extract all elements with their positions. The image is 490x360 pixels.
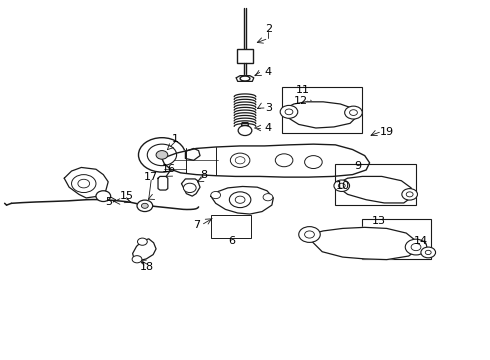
Polygon shape: [185, 148, 200, 160]
Text: 4: 4: [265, 67, 272, 77]
Text: 14: 14: [414, 236, 428, 246]
Bar: [335, 164, 416, 205]
Circle shape: [344, 106, 362, 119]
Text: 11: 11: [295, 85, 310, 95]
Circle shape: [183, 183, 196, 193]
Text: 10: 10: [336, 181, 350, 192]
Text: 17: 17: [144, 172, 158, 182]
Circle shape: [338, 183, 345, 188]
Circle shape: [405, 239, 427, 255]
Circle shape: [334, 180, 349, 192]
Bar: [362, 220, 431, 259]
Polygon shape: [339, 176, 413, 203]
Circle shape: [138, 238, 147, 245]
Bar: [282, 87, 362, 134]
Circle shape: [411, 243, 421, 251]
Text: 2: 2: [265, 24, 272, 35]
Text: 9: 9: [354, 161, 361, 171]
Circle shape: [78, 179, 90, 188]
Polygon shape: [133, 239, 156, 261]
Circle shape: [229, 192, 251, 208]
Polygon shape: [64, 167, 108, 198]
Circle shape: [96, 191, 111, 202]
Text: 5: 5: [105, 197, 112, 207]
Polygon shape: [306, 227, 418, 260]
Polygon shape: [286, 102, 357, 128]
Text: 18: 18: [140, 262, 154, 272]
Text: 3: 3: [265, 103, 272, 113]
Ellipse shape: [240, 76, 250, 81]
Circle shape: [280, 105, 298, 118]
Circle shape: [305, 156, 322, 168]
Text: 19: 19: [380, 127, 394, 136]
Circle shape: [299, 226, 320, 242]
Circle shape: [305, 231, 315, 238]
Circle shape: [230, 153, 250, 167]
Text: 4: 4: [265, 123, 272, 133]
Polygon shape: [158, 176, 168, 190]
Circle shape: [211, 192, 220, 199]
Polygon shape: [236, 76, 254, 81]
Text: 12: 12: [294, 96, 308, 106]
Circle shape: [263, 194, 273, 201]
Polygon shape: [242, 123, 248, 126]
Circle shape: [132, 256, 142, 263]
Text: 15: 15: [120, 191, 134, 201]
Polygon shape: [162, 144, 369, 177]
Circle shape: [285, 109, 293, 115]
Circle shape: [156, 150, 168, 159]
Circle shape: [402, 189, 417, 200]
Circle shape: [238, 126, 252, 135]
Circle shape: [139, 138, 185, 172]
Text: 7: 7: [194, 220, 201, 230]
Circle shape: [72, 175, 96, 193]
Text: 13: 13: [371, 216, 386, 226]
Text: 1: 1: [172, 134, 179, 144]
Text: 6: 6: [228, 236, 235, 246]
Polygon shape: [211, 186, 273, 214]
Circle shape: [349, 110, 357, 116]
Circle shape: [147, 144, 176, 166]
Bar: [211, 215, 251, 238]
Circle shape: [425, 250, 431, 255]
Text: 16: 16: [162, 164, 176, 174]
Circle shape: [275, 154, 293, 167]
Circle shape: [406, 192, 413, 197]
Bar: [237, 49, 253, 63]
Polygon shape: [181, 179, 200, 196]
Text: 8: 8: [200, 170, 208, 180]
Circle shape: [235, 196, 245, 203]
Circle shape: [142, 203, 148, 208]
Circle shape: [235, 157, 245, 164]
Circle shape: [137, 200, 153, 212]
Circle shape: [421, 247, 436, 258]
